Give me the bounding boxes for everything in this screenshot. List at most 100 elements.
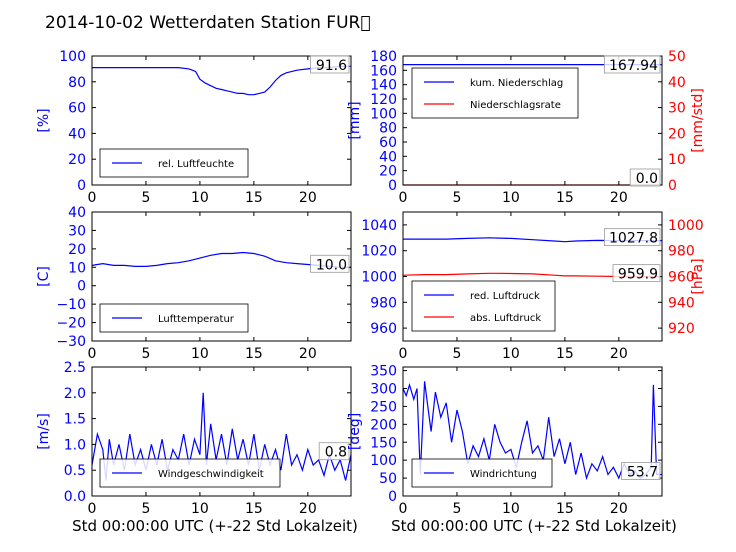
x-tick-label: 15 <box>245 346 263 362</box>
y-tick-label: 250 <box>370 399 397 415</box>
legend-label: Windgeschwindigkeit <box>158 469 264 480</box>
y-tick-label: 60 <box>68 101 86 117</box>
plot-frame <box>91 366 352 497</box>
x-tick-label: 15 <box>245 190 263 206</box>
x-tick-label: 20 <box>610 190 628 206</box>
x-tick-label: 5 <box>141 501 150 517</box>
series-line-1 <box>91 251 351 268</box>
x-tick-label: 20 <box>299 190 317 206</box>
y-tick-label: −10 <box>56 297 86 313</box>
y-tick-label: 10 <box>68 260 86 276</box>
legend-label: Niederschlagsrate <box>470 100 561 111</box>
y2-tick-label: 20 <box>668 126 686 142</box>
x-tick-label: 15 <box>556 190 574 206</box>
y-tick-label: 160 <box>370 63 397 79</box>
y2-axis-label: [hPa] <box>690 258 706 294</box>
x-tick-label: 0 <box>399 346 408 362</box>
y2-tick-label: 40 <box>668 75 686 91</box>
x-tick-label: 10 <box>191 501 209 517</box>
y-tick-label: 150 <box>370 435 397 451</box>
legend-label: kum. Niederschlag <box>470 78 563 89</box>
y-tick-label: 80 <box>68 75 86 91</box>
x-tick-label: 0 <box>399 190 408 206</box>
legend-frame <box>411 280 556 332</box>
y-tick-label: 80 <box>379 121 397 137</box>
x-tick-label: 5 <box>452 190 461 206</box>
y-tick-label: 20 <box>379 164 397 180</box>
y-tick-label: 1020 <box>361 244 397 260</box>
last-value-label-2-box <box>612 264 661 283</box>
x-axis-label-left: Std 00:00:00 UTC (+-22 Std Lokalzeit) <box>72 517 358 535</box>
last-value-label-2: 959.9 <box>618 267 658 283</box>
y-tick-label: 0 <box>388 489 397 505</box>
y-tick-label: 20 <box>68 152 86 168</box>
y2-axis-label: [mm/std] <box>690 88 706 153</box>
y2-tick-label: 980 <box>668 244 695 260</box>
y-tick-label: 100 <box>370 106 397 122</box>
last-value-label-2-box <box>629 168 661 187</box>
x-tick-label: 10 <box>191 190 209 206</box>
y-tick-label: 180 <box>370 49 397 65</box>
x-tick-label: 15 <box>556 501 574 517</box>
series-line-1 <box>92 65 351 96</box>
y-tick-label: 20 <box>68 242 86 258</box>
last-value-label-box <box>318 442 350 461</box>
y2-tick-label: 10 <box>668 152 686 168</box>
x-tick-label: 5 <box>452 346 461 362</box>
legend: Windgeschwindigkeit <box>99 458 281 488</box>
y-tick-label: 0.5 <box>64 463 86 479</box>
y2-tick-label: 0 <box>668 178 677 194</box>
y2-tick-label: 940 <box>668 295 695 311</box>
x-tick-label: 20 <box>610 501 628 517</box>
x-tick-label: 5 <box>141 190 150 206</box>
last-value-label: 91.6 <box>316 58 347 74</box>
last-value-label: 0.8 <box>325 445 347 461</box>
legend-label: Lufttemperatur <box>158 314 235 325</box>
panel-3: 0 5 10 15 20 −30 −20 −10 0 10 20 30 40 [C] 10.0 Lufttem… <box>36 205 352 362</box>
y-tick-label: 40 <box>379 149 397 165</box>
legend-label: abs. Luftdruck <box>470 313 541 324</box>
x-tick-label: 20 <box>610 346 628 362</box>
y-tick-label: 120 <box>370 92 397 108</box>
x-tick-label: 0 <box>399 501 408 517</box>
legend: rel. Luftfeuchte <box>99 148 249 178</box>
x-tick-label: 10 <box>191 346 209 362</box>
y-tick-label: 2.5 <box>64 360 86 376</box>
y-tick-label: 300 <box>370 382 397 398</box>
x-tick-label: 15 <box>556 346 574 362</box>
y2-tick-label: 960 <box>668 270 695 286</box>
last-value-label-box <box>621 462 661 480</box>
legend-frame <box>99 148 249 178</box>
x-tick-label: 20 <box>299 501 317 517</box>
y2-tick-label: 30 <box>668 101 686 117</box>
series-line-1 <box>402 381 662 481</box>
y-axis-label: [m/s] <box>36 413 52 450</box>
last-value-label-box <box>604 228 661 247</box>
y-tick-label: 50 <box>379 471 397 487</box>
y-tick-label: −20 <box>56 316 86 332</box>
last-value-label: 53.7 <box>627 465 658 481</box>
y-tick-label: 960 <box>370 321 397 337</box>
y-axis-label: [deg] <box>347 413 363 450</box>
y-tick-label: 140 <box>370 78 397 94</box>
plot-frame <box>91 55 352 186</box>
legend: Windrichtung <box>411 458 553 488</box>
y-axis-label: [mm] <box>347 101 363 139</box>
y-tick-label: 0 <box>77 279 86 295</box>
y2-tick-label: 50 <box>668 49 686 65</box>
x-tick-label: 5 <box>141 346 150 362</box>
panel-2: 0 5 10 15 2002040608010012014016018001020304… <box>347 49 706 206</box>
legend: red. Luftdruck abs. Luftdruck <box>411 280 556 332</box>
y-tick-label: 40 <box>68 205 86 221</box>
panel-5: 0 5 10 15 20 0.0 0.5 1.0 1.5 2.0 2.5 [m/s] 0.8 Windge… <box>36 360 352 517</box>
y-tick-label: 1.0 <box>64 437 86 453</box>
last-value-label: 167.94 <box>609 58 658 74</box>
last-value-label-box <box>310 55 350 74</box>
y-tick-label: −30 <box>56 334 86 350</box>
y-tick-label: 200 <box>370 417 397 433</box>
x-tick-label: 5 <box>452 501 461 517</box>
last-value-label-box <box>604 55 661 74</box>
x-tick-label: 0 <box>88 346 97 362</box>
